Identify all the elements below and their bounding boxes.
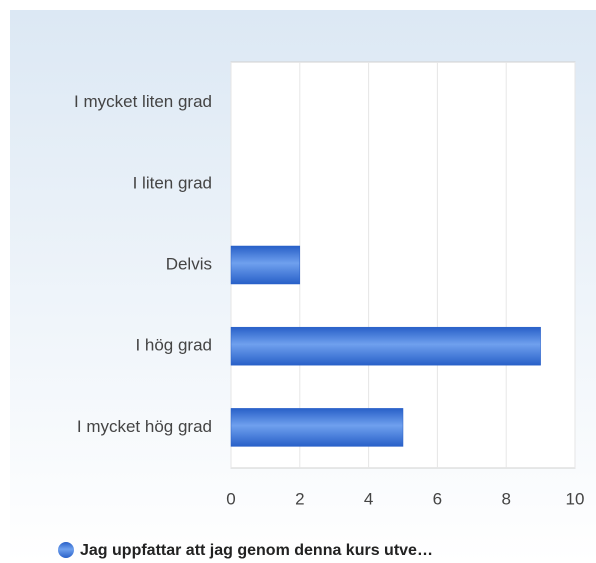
y-tick-label: Delvis (166, 254, 212, 273)
y-tick-label: I liten grad (133, 173, 212, 192)
x-tick-label: 4 (364, 489, 373, 508)
x-tick-label: 10 (566, 489, 585, 508)
legend-label: Jag uppfattar att jag genom denna kurs u… (80, 542, 433, 559)
y-tick-label: I hög grad (135, 336, 212, 355)
bar (230, 408, 404, 447)
legend-marker (58, 542, 74, 558)
bar (230, 245, 301, 285)
x-tick-label: 8 (501, 489, 510, 508)
x-tick-label: 6 (433, 489, 442, 508)
bar (230, 326, 541, 366)
x-tick-label: 2 (295, 489, 304, 508)
x-tick-label: 0 (226, 489, 235, 508)
y-tick-label: I mycket hög grad (77, 417, 212, 436)
y-tick-label: I mycket liten grad (74, 92, 212, 111)
